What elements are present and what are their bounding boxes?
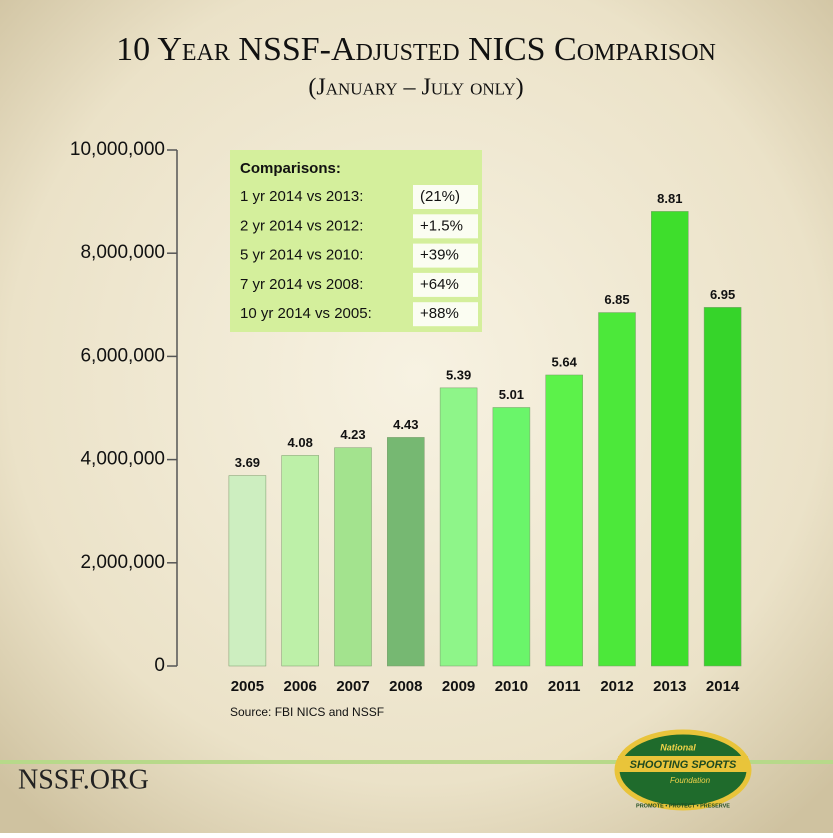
comparison-value: +64%: [420, 276, 459, 293]
y-tick-label: 2,000,000: [80, 552, 165, 573]
comparison-value: +39%: [420, 247, 459, 264]
value-label: 4.43: [393, 417, 418, 432]
x-tick-label: 2012: [600, 678, 633, 695]
comparison-label: 7 yr 2014 vs 2008:: [240, 276, 363, 293]
bar: [598, 312, 636, 667]
value-label: 5.39: [446, 367, 471, 382]
logo-text: Foundation: [670, 776, 711, 785]
comparison-value: (21%): [420, 188, 460, 205]
value-label: 8.81: [657, 191, 682, 206]
comparisons-title: Comparisons:: [240, 160, 341, 177]
bar: [281, 455, 319, 667]
value-label: 6.95: [710, 287, 735, 302]
logo-band: [618, 756, 748, 772]
footer-site: NSSF.ORG: [18, 764, 149, 795]
value-label: 4.23: [340, 427, 365, 442]
value-label: 3.69: [235, 455, 260, 470]
comparisons-box: [230, 150, 482, 332]
source: Source: FBI NICS and NSSF: [230, 705, 384, 719]
chart-subtitle: (January – July only): [308, 75, 523, 101]
bar: [387, 437, 425, 667]
comparison-value-cell: [413, 302, 478, 327]
logo-text: PROMOTE • PROTECT • PRESERVE: [636, 803, 730, 809]
comparison-label: 2 yr 2014 vs 2012:: [240, 217, 363, 234]
value-label: 4.08: [288, 435, 313, 450]
value-label: 5.01: [499, 387, 524, 402]
value-label: 5.64: [552, 354, 578, 369]
comparison-label: 10 yr 2014 vs 2005:: [240, 305, 372, 322]
comparison-value-cell: [413, 214, 478, 239]
comparison-value: +1.5%: [420, 217, 463, 234]
x-tick-label: 2013: [653, 678, 686, 695]
comparison-value-cell: [413, 185, 478, 209]
logo: National SHOOTING SPORTS Foundation PROM…: [614, 729, 752, 811]
comparison-value: +88%: [420, 305, 459, 322]
logo-text: National: [660, 742, 696, 752]
x-tick-label: 2007: [336, 678, 369, 695]
bar: [492, 407, 531, 667]
comparison-value-cell: [413, 272, 478, 297]
y-tick-label: 0: [154, 655, 165, 676]
x-tick-label: 2005: [231, 678, 264, 695]
x-tick-label: 2014: [706, 678, 740, 695]
bar: [228, 475, 267, 667]
comparison-label: 5 yr 2014 vs 2010:: [240, 247, 363, 264]
x-tick-label: 2011: [548, 678, 581, 695]
comparison-label: 1 yr 2014 vs 2013:: [240, 188, 363, 205]
x-tick-label: 2009: [442, 678, 475, 695]
bar: [703, 307, 742, 667]
logo-text: SHOOTING SPORTS: [630, 759, 737, 771]
y-tick-label: 4,000,000: [80, 449, 165, 470]
y-tick-label: 8,000,000: [80, 242, 165, 263]
value-label: 6.85: [604, 292, 629, 307]
x-tick-label: 2008: [389, 678, 422, 695]
y-tick-label: 6,000,000: [80, 345, 165, 366]
bar: [439, 387, 478, 667]
y-tick-label: 10,000,000: [70, 139, 165, 160]
x-tick-label: 2006: [284, 678, 317, 695]
bar: [334, 447, 372, 667]
bar: [651, 211, 689, 667]
bar: [545, 374, 583, 667]
comparison-value-cell: [413, 243, 478, 268]
x-tick-label: 2010: [495, 678, 528, 695]
chart-title: 10 Year NSSF-Adjusted NICS Comparison: [116, 31, 716, 68]
